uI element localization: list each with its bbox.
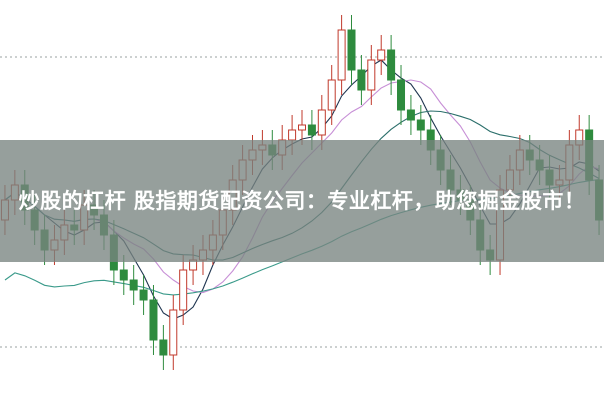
candle-body	[119, 269, 128, 281]
candle-body	[139, 289, 148, 301]
candle-body	[416, 119, 425, 131]
candle-body	[179, 269, 188, 311]
candle-body	[307, 124, 316, 136]
candle-body	[327, 79, 336, 111]
candle-body	[347, 29, 356, 71]
headline-text: 炒股的杠杆 股指期货配资公司：专业杠杆，助您掘金股市！	[18, 189, 586, 213]
candle-body	[357, 69, 366, 91]
candle-body	[317, 109, 326, 136]
candle-body	[377, 49, 386, 61]
candle-body	[149, 299, 158, 341]
candle-body	[298, 124, 306, 131]
headline-banner: 炒股的杠杆 股指期货配资公司：专业杠杆，助您掘金股市！	[0, 140, 604, 262]
candle-body	[169, 309, 178, 356]
candle-body	[337, 29, 346, 81]
candle-body	[288, 129, 297, 141]
candle-body	[397, 79, 406, 111]
candle-body	[159, 339, 168, 356]
candle-body	[387, 49, 396, 81]
candle-body	[129, 279, 138, 291]
candle-body	[406, 109, 415, 121]
candle-body	[367, 59, 376, 91]
